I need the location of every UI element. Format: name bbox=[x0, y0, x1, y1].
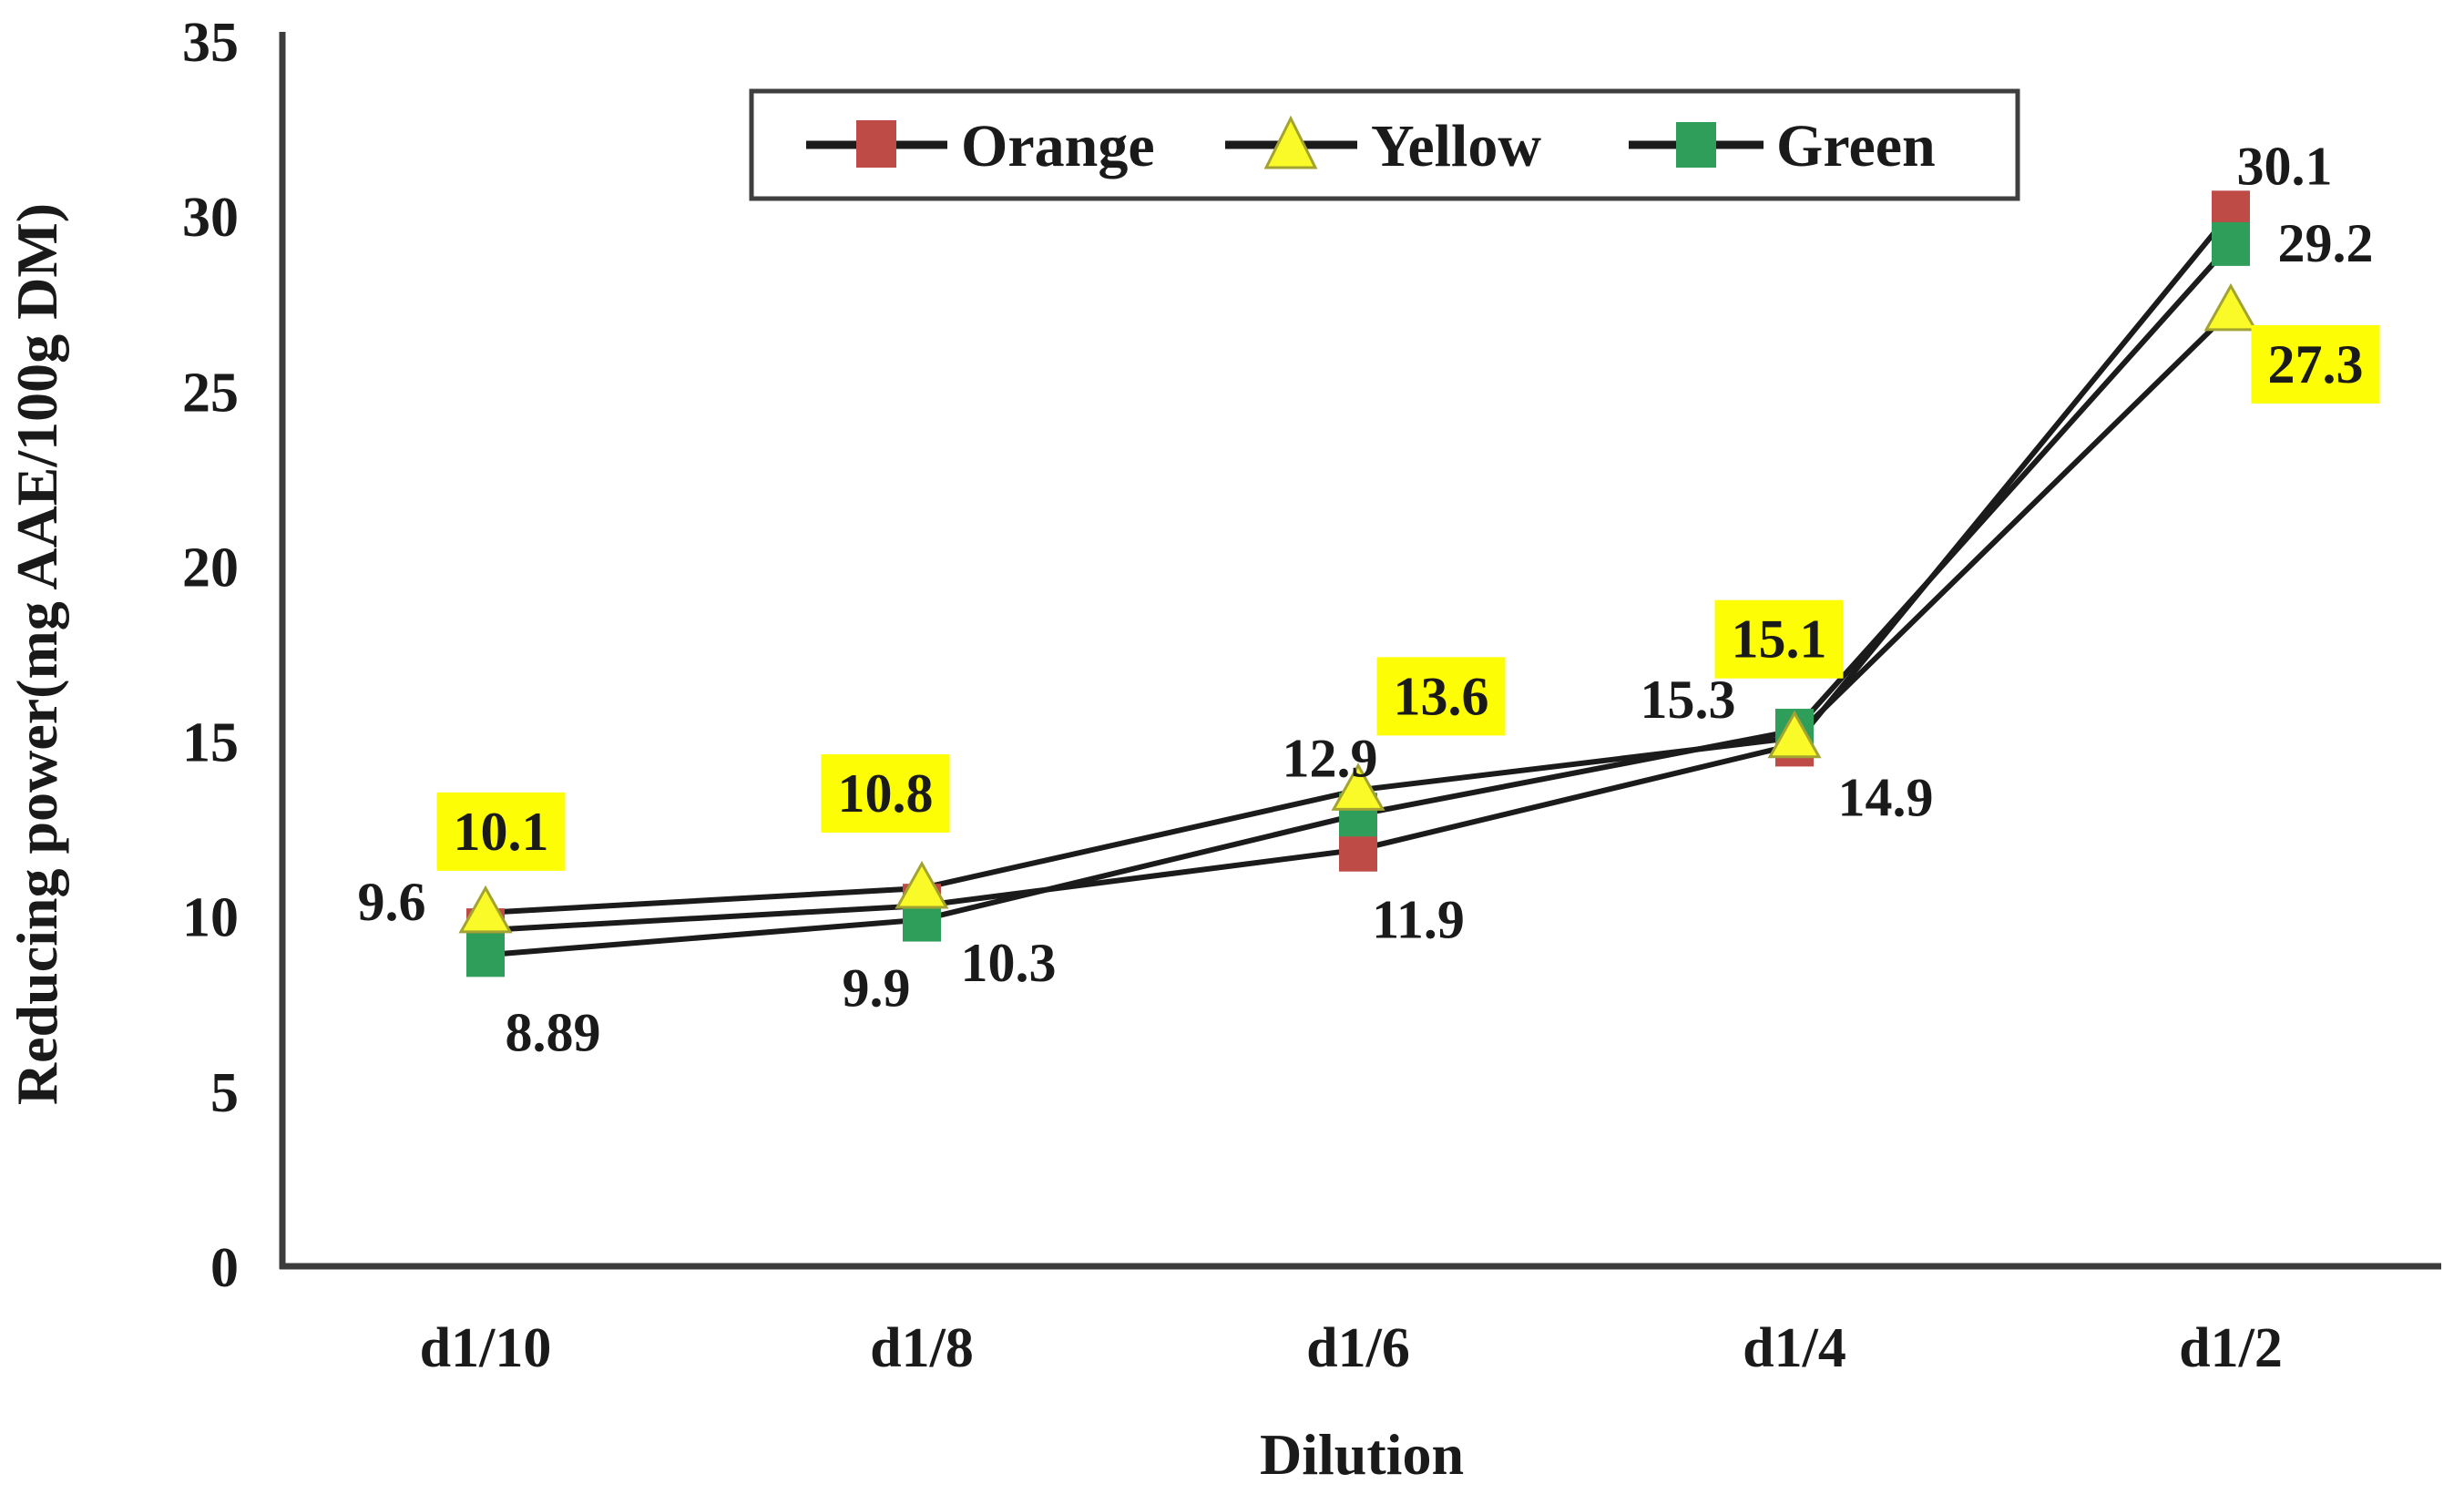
legend: Orange Yellow Green bbox=[749, 88, 2020, 201]
data-label-orange-d1-8: 10.3 bbox=[961, 933, 1057, 993]
y-axis-title: Reducing power(mg AAE/100g DM) bbox=[5, 203, 69, 1105]
data-label-yellow-d1-6: 13.6 bbox=[1394, 666, 1489, 726]
data-label-green-d1-2: 29.2 bbox=[2278, 213, 2374, 273]
marker-yellow-d1-2 bbox=[2203, 282, 2258, 332]
y-tick-label-35: 35 bbox=[182, 12, 239, 74]
x-axis-title: Dilution bbox=[1260, 1422, 1464, 1487]
marker-green-d1-2 bbox=[2212, 221, 2250, 266]
y-tick-label-0: 0 bbox=[210, 1237, 239, 1299]
data-label-yellow-d1-8: 10.8 bbox=[838, 763, 934, 824]
data-label-yellow-d1-10-highlight bbox=[436, 792, 566, 871]
data-label-yellow-d1-2-highlight bbox=[2251, 324, 2380, 404]
y-tick-label-15: 15 bbox=[182, 712, 239, 774]
legend-label-green: Green bbox=[1776, 113, 1936, 179]
plot-area: 0 5 10 15 20 25 30 35 d1/10 d1/8 d1/6 d1/4 d1/2 9.6 10… bbox=[182, 12, 2441, 1379]
legend-marker-green-square bbox=[1676, 122, 1716, 168]
legend-item-yellow: Yellow bbox=[1225, 113, 1541, 179]
y-tick-label-20: 20 bbox=[182, 537, 239, 599]
data-label-orange-d1-6: 11.9 bbox=[1372, 890, 1465, 950]
y-tick-label-10: 10 bbox=[182, 887, 239, 949]
x-category-label-d1-8: d1/8 bbox=[870, 1317, 974, 1379]
marker-green-d1-10 bbox=[466, 933, 505, 977]
x-category-label-d1-4: d1/4 bbox=[1743, 1317, 1846, 1379]
legend-label-orange: Orange bbox=[961, 113, 1155, 179]
y-tick-label-30: 30 bbox=[182, 187, 239, 249]
marker-yellow-d1-8 bbox=[895, 860, 949, 909]
y-tick-label-25: 25 bbox=[182, 362, 239, 424]
legend-item-orange: Orange bbox=[806, 113, 1155, 179]
legend-marker-orange-square bbox=[856, 120, 896, 168]
data-label-green-d1-6: 12.9 bbox=[1283, 728, 1378, 788]
marker-yellow-d1-4 bbox=[1767, 710, 1822, 759]
marker-yellow-d1-6 bbox=[1331, 762, 1385, 811]
data-label-yellow-d1-8-highlight bbox=[821, 753, 950, 833]
data-label-orange-d1-4: 14.9 bbox=[1838, 767, 1934, 827]
x-category-label-d1-6: d1/6 bbox=[1306, 1317, 1410, 1379]
legend-label-yellow: Yellow bbox=[1371, 113, 1541, 179]
y-tick-label-5: 5 bbox=[210, 1062, 239, 1124]
data-label-green-d1-4: 15.3 bbox=[1641, 670, 1736, 730]
legend-box bbox=[749, 88, 2020, 201]
data-label-green-d1-10: 8.89 bbox=[506, 1002, 601, 1062]
data-label-yellow-d1-10: 10.1 bbox=[454, 802, 549, 862]
data-label-yellow-d1-6-highlight bbox=[1376, 657, 1506, 736]
legend-marker-yellow-triangle bbox=[1263, 115, 1318, 169]
x-category-label-d1-10: d1/10 bbox=[420, 1317, 552, 1379]
x-category-label-d1-2: d1/2 bbox=[2179, 1317, 2283, 1379]
marker-yellow-d1-10 bbox=[458, 885, 513, 934]
data-label-yellow-d1-2: 27.3 bbox=[2268, 334, 2364, 394]
legend-item-green: Green bbox=[1629, 113, 1936, 179]
data-label-yellow-d1-4: 15.1 bbox=[1732, 609, 1827, 670]
data-label-green-d1-8: 9.9 bbox=[843, 958, 911, 1018]
data-label-orange-d1-2: 30.1 bbox=[2237, 136, 2333, 196]
data-label-orange-d1-10: 9.6 bbox=[358, 872, 426, 932]
data-label-yellow-d1-4-highlight bbox=[1714, 599, 1844, 679]
